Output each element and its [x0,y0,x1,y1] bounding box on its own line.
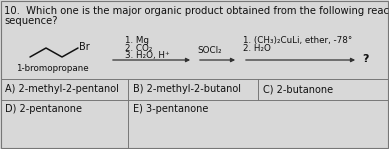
Text: C) 2-butanone: C) 2-butanone [263,84,333,94]
Text: 10.  Which one is the major organic product obtained from the following reaction: 10. Which one is the major organic produ… [4,6,389,16]
Text: 1-bromopropane: 1-bromopropane [16,64,88,73]
Text: 1. (CH₃)₂CuLi, ether, -78°: 1. (CH₃)₂CuLi, ether, -78° [243,36,352,45]
Text: ?: ? [362,54,368,64]
Text: 2. H₂O: 2. H₂O [243,44,271,53]
Text: 3. H₂O, H⁺: 3. H₂O, H⁺ [125,51,170,60]
Text: A) 2-methyl-2-pentanol: A) 2-methyl-2-pentanol [5,84,119,94]
Text: 1. Mg: 1. Mg [125,36,149,45]
Text: D) 2-pentanone: D) 2-pentanone [5,104,82,114]
Text: 2. CO₂: 2. CO₂ [125,44,152,53]
Text: E) 3-pentanone: E) 3-pentanone [133,104,209,114]
Text: SOCl₂: SOCl₂ [197,46,222,55]
Text: sequence?: sequence? [4,16,58,26]
Text: Br: Br [79,42,90,52]
Text: B) 2-methyl-2-butanol: B) 2-methyl-2-butanol [133,84,241,94]
